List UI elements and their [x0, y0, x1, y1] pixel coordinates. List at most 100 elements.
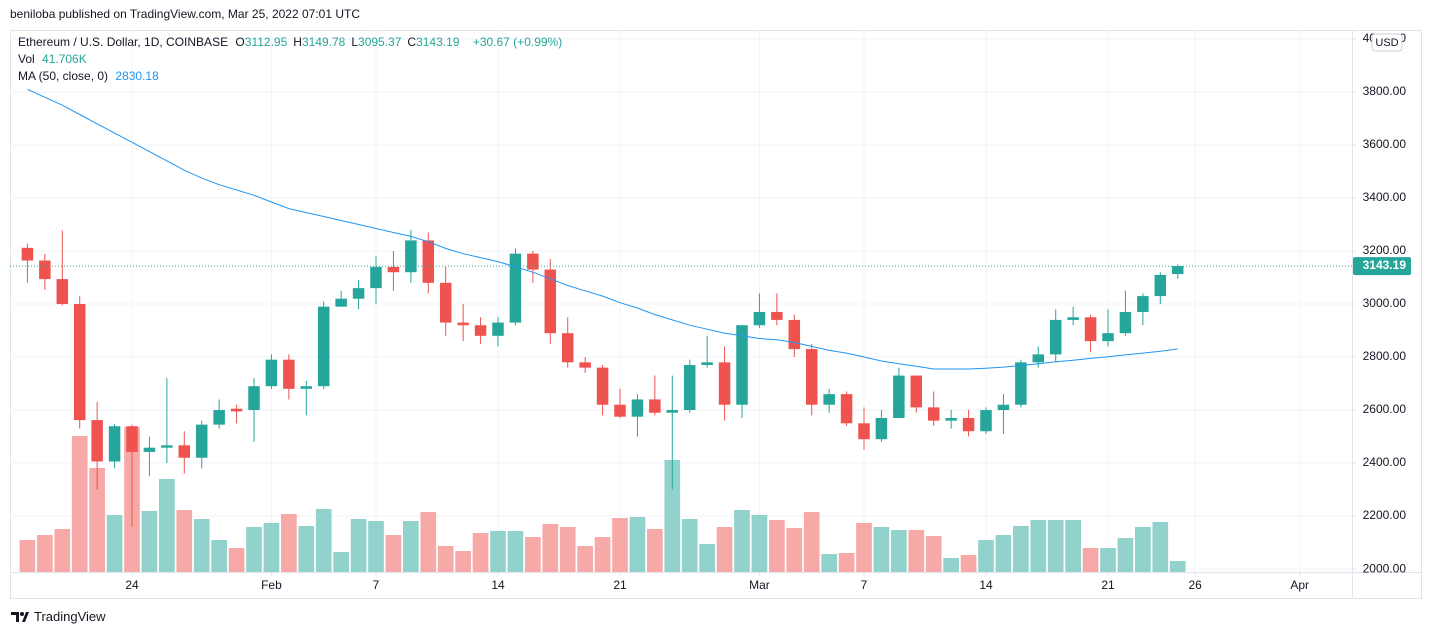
volume-bar: [786, 528, 803, 572]
legend-volume: Vol 41.706K: [18, 52, 91, 66]
candle-body: [405, 240, 417, 273]
volume-bar: [263, 523, 280, 572]
candle-body: [248, 386, 260, 411]
candle-body: [631, 399, 644, 417]
volume-bar: [908, 530, 925, 572]
ma-value: 2830.18: [115, 69, 159, 83]
volume-bar: [472, 533, 489, 572]
candle-body: [143, 447, 156, 452]
volume-bar: [1065, 520, 1081, 572]
candle-body: [823, 394, 835, 405]
volume-bar: [350, 519, 367, 572]
candle-body: [788, 319, 801, 350]
volume-bar: [943, 558, 959, 572]
candle-body: [858, 423, 870, 440]
candle-body: [422, 240, 435, 283]
volume-bar: [385, 535, 402, 572]
candle-body: [73, 304, 86, 421]
candle-body: [544, 269, 557, 334]
volume-bar: [1013, 526, 1029, 572]
volume-bar: [1047, 520, 1064, 572]
volume-bar: [490, 531, 506, 572]
candle-body: [805, 349, 818, 405]
volume-bar: [1135, 527, 1151, 572]
footer: TradingView: [10, 609, 106, 624]
ohlc-letter: H: [293, 35, 302, 49]
grid: [10, 31, 1352, 572]
ohlc-value: 3095.37: [358, 35, 402, 49]
currency-badge: [1371, 33, 1403, 52]
candle-body: [1067, 317, 1079, 320]
y-tick-label: 3600.00: [1363, 137, 1407, 151]
volume-bar: [769, 520, 785, 572]
candle-body: [1015, 362, 1027, 405]
y-tick-label: 3400.00: [1363, 190, 1407, 204]
volume-bar: [228, 548, 245, 572]
ohlc-values: O3112.95 H3149.78 L3095.37 C3143.19: [235, 35, 465, 49]
x-tick-label: 7: [861, 578, 868, 592]
legend-ma: MA (50, close, 0) 2830.18: [18, 69, 163, 83]
y-tick-label: 2600.00: [1363, 402, 1407, 416]
volume-bar: [1169, 561, 1186, 572]
candle-body: [457, 322, 469, 326]
candle-body: [561, 333, 574, 363]
volume-bar: [594, 537, 611, 572]
candle-layer: [21, 229, 1184, 527]
x-tick-label: 26: [1188, 578, 1202, 592]
candle-body: [265, 359, 278, 387]
overlay-layer: [10, 88, 1352, 370]
last-price-label: 3143.19: [1363, 258, 1407, 272]
candle-body: [492, 322, 504, 336]
y-tick-label: 2000.00: [1363, 561, 1407, 575]
volume-bar: [1082, 548, 1099, 572]
volume-bar: [559, 527, 576, 572]
volume-bar: [507, 531, 524, 572]
ohlc-value: 3112.95: [244, 35, 288, 49]
volume-name: Vol: [18, 52, 35, 66]
candle-body: [317, 306, 330, 387]
candle-body: [195, 424, 208, 458]
candle-body: [910, 375, 923, 408]
volume-bar: [37, 535, 53, 572]
volume-bar: [856, 523, 872, 572]
ohlc-value: 3143.19: [416, 35, 460, 49]
volume-bar: [159, 479, 175, 572]
volume-bar: [298, 526, 315, 572]
volume-bar: [978, 540, 994, 572]
volume-bar: [106, 515, 123, 572]
volume-bar: [19, 540, 36, 572]
candle-body: [300, 386, 313, 389]
volume-bar: [681, 519, 698, 572]
candle-body: [701, 362, 713, 365]
candle-body: [387, 266, 400, 273]
candle-body: [335, 298, 347, 307]
x-tick-label: 7: [373, 578, 380, 592]
candle-body: [927, 407, 940, 421]
candle-body: [980, 410, 992, 432]
volume-bar: [246, 527, 262, 572]
candle-body: [1084, 317, 1097, 342]
volume-bar: [542, 524, 559, 572]
candle-body: [21, 247, 34, 261]
candle-body: [352, 288, 365, 299]
ohlc-letter: L: [351, 35, 359, 49]
volume-bar: [211, 540, 227, 572]
candle-body: [893, 375, 905, 418]
volume-layer: [19, 427, 1186, 572]
currency-label: USD: [1375, 37, 1398, 49]
change-label: +30.67 (+0.99%): [472, 35, 563, 49]
volume-bar: [803, 512, 820, 572]
candle-body: [39, 260, 51, 280]
ma-name: MA (50, close, 0): [18, 69, 109, 83]
x-tick-label: Apr: [1290, 578, 1309, 592]
volume-bar: [612, 518, 628, 572]
candle-body: [1102, 333, 1114, 342]
candle-body: [771, 311, 783, 320]
volume-bar: [577, 546, 593, 572]
x-tick-label: Mar: [749, 578, 770, 592]
volume-bar: [141, 511, 158, 572]
x-tick-label: 21: [1101, 578, 1115, 592]
candle-body: [1119, 311, 1132, 334]
candle-body: [683, 364, 696, 411]
